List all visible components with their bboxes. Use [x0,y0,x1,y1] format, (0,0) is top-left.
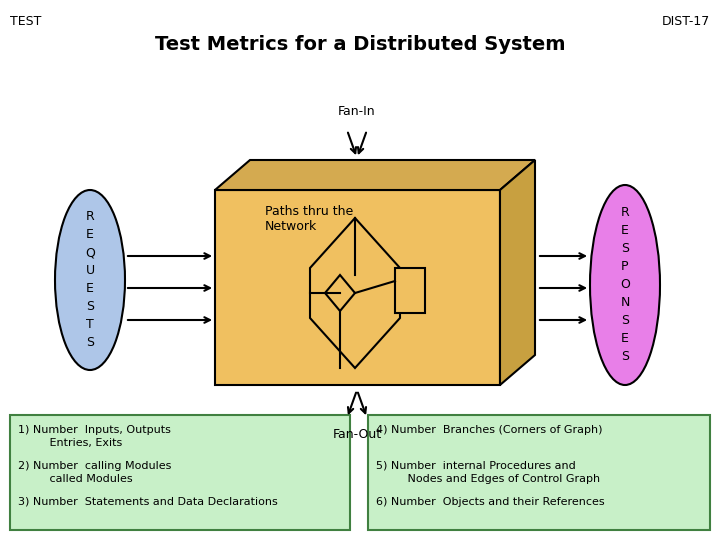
Text: 3) Number  Statements and Data Declarations: 3) Number Statements and Data Declaratio… [18,497,278,507]
Text: DIST-17: DIST-17 [662,15,710,28]
Text: Fan-In: Fan-In [338,105,376,118]
Text: 2) Number  calling Modules
         called Modules: 2) Number calling Modules called Modules [18,461,171,484]
Text: Fan-Out: Fan-Out [333,428,382,441]
Text: 5) Number  internal Procedures and
         Nodes and Edges of Control Graph: 5) Number internal Procedures and Nodes … [376,461,600,484]
Text: TEST: TEST [10,15,41,28]
Polygon shape [325,275,355,311]
Ellipse shape [590,185,660,385]
Polygon shape [500,160,535,385]
FancyBboxPatch shape [368,415,710,530]
FancyBboxPatch shape [215,190,500,385]
FancyBboxPatch shape [10,415,350,530]
Text: Paths thru the
Network: Paths thru the Network [265,205,354,233]
Ellipse shape [55,190,125,370]
Polygon shape [215,160,535,190]
Text: Test Metrics for a Distributed System: Test Metrics for a Distributed System [155,35,565,54]
Text: 4) Number  Branches (Corners of Graph): 4) Number Branches (Corners of Graph) [376,425,603,435]
Text: 1) Number  Inputs, Outputs
         Entries, Exits: 1) Number Inputs, Outputs Entries, Exits [18,425,171,448]
Text: R
E
Q
U
E
S
T
S: R E Q U E S T S [85,211,95,349]
Text: R
E
S
P
O
N
S
E
S: R E S P O N S E S [620,206,630,363]
Text: 6) Number  Objects and their References: 6) Number Objects and their References [376,497,605,507]
FancyBboxPatch shape [395,268,425,313]
Polygon shape [310,218,400,368]
